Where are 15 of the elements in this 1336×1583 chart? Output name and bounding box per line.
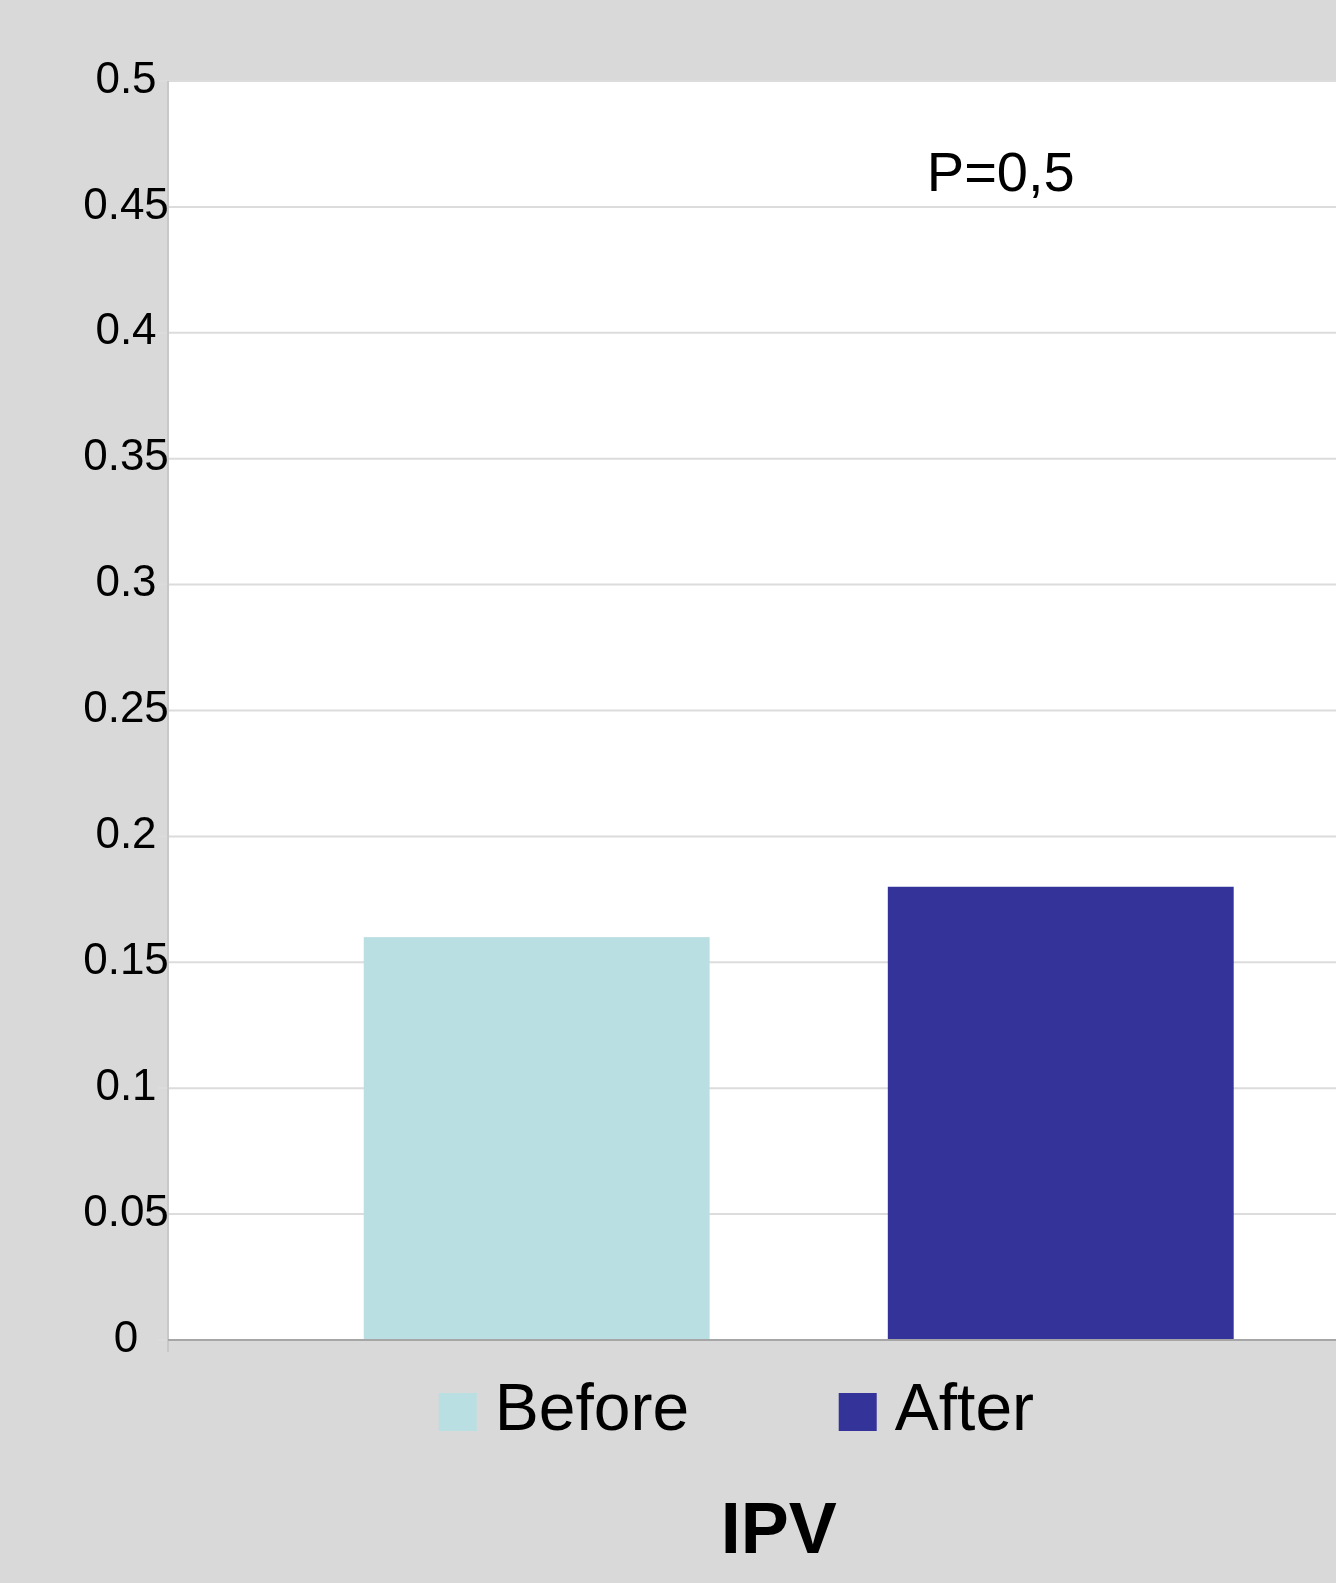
y-tick-label: 0.2	[95, 808, 157, 858]
x-axis-title: IPV	[720, 1488, 837, 1568]
y-tick-label: 0.15	[83, 933, 169, 983]
legend-label: Before	[494, 1370, 690, 1445]
y-tick-label: 0.3	[95, 556, 157, 606]
y-tick-label: 0.25	[83, 682, 169, 732]
y-tick-label: 0.05	[83, 1185, 169, 1235]
legend-label: After	[894, 1370, 1035, 1445]
y-tick-label: 0.4	[95, 304, 157, 354]
y-tick-label: 0	[113, 1311, 139, 1361]
y-tick-label: 0.1	[95, 1059, 157, 1109]
annotation: P=0,5	[926, 140, 1075, 203]
y-tick-label: 0.35	[83, 430, 169, 480]
y-tick-label: 0.45	[83, 178, 169, 228]
y-tick-label: 0.5	[95, 52, 157, 102]
